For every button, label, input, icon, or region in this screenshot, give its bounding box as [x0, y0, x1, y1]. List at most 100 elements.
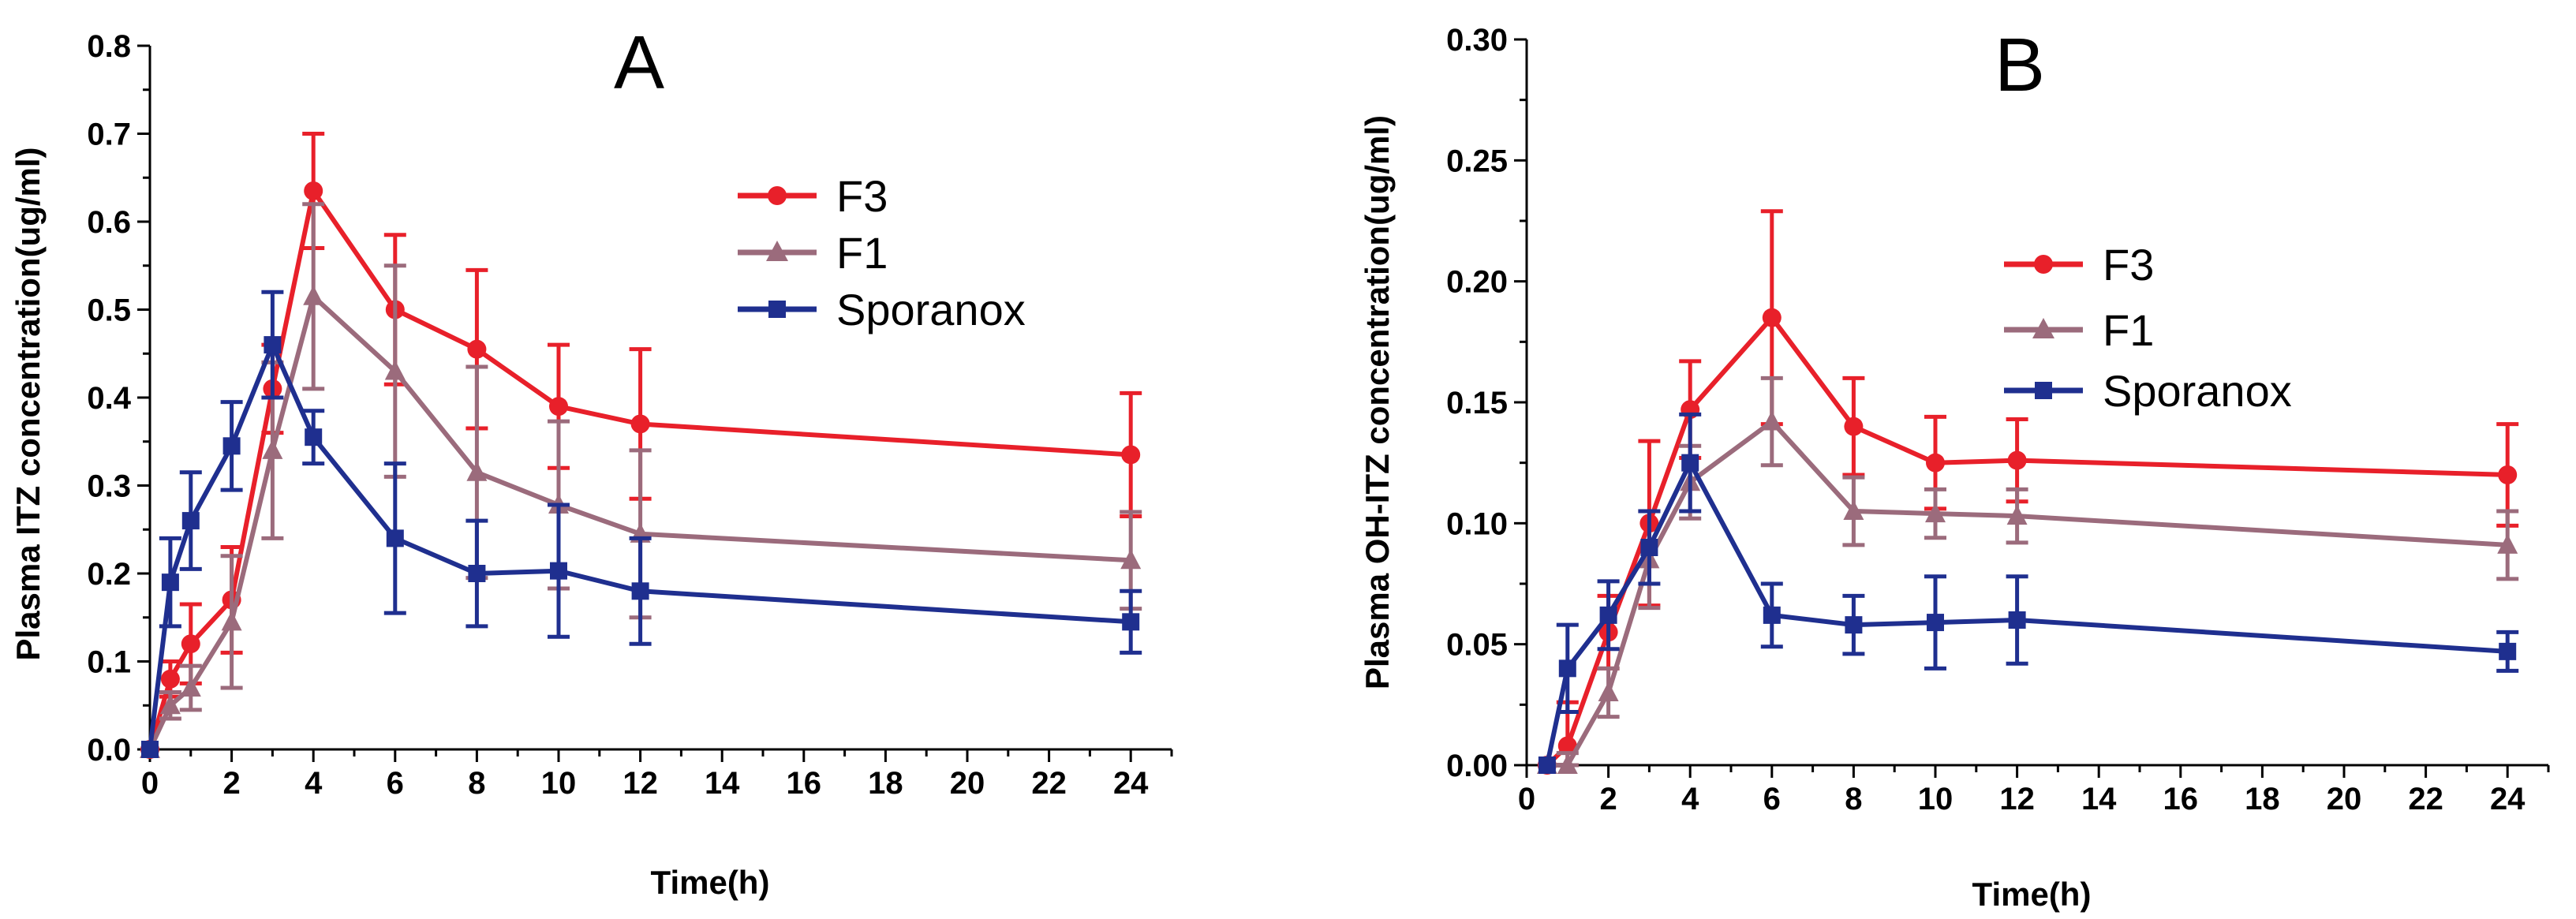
y-tick-label: 0.3: [87, 469, 131, 504]
y-tick-label: 0.20: [1446, 265, 1508, 300]
data-point: [467, 339, 487, 359]
x-tick-label: 16: [2163, 782, 2199, 816]
legend-marker: [2034, 255, 2053, 274]
data-point: [1640, 539, 1658, 556]
y-tick-label: 0.8: [87, 29, 131, 64]
x-tick-label: 18: [868, 766, 903, 801]
data-point: [1557, 754, 1578, 774]
x-tick-label: 10: [541, 766, 577, 801]
x-tick-label: 12: [1999, 782, 2035, 816]
data-point: [384, 360, 406, 380]
x-axis-label: Time(h): [1972, 876, 2092, 913]
data-point: [161, 573, 179, 592]
data-point: [1121, 445, 1141, 465]
legend-item-f3: F3: [738, 171, 888, 221]
data-point: [1926, 453, 1945, 473]
data-point: [549, 397, 568, 417]
x-tick-label: 0: [1518, 782, 1535, 816]
data-point: [550, 562, 567, 580]
x-tick-label: 22: [2408, 782, 2443, 816]
series-sporanox: [1538, 412, 2519, 774]
data-point: [181, 634, 200, 654]
y-tick-label: 0.05: [1446, 628, 1508, 663]
y-tick-label: 0.4: [87, 381, 131, 416]
legend-marker: [2032, 318, 2054, 338]
data-point: [468, 565, 486, 582]
x-tick-label: 8: [468, 766, 485, 801]
data-point: [2008, 611, 2026, 629]
x-tick-label: 4: [1681, 782, 1699, 816]
y-tick-label: 0.00: [1446, 749, 1508, 783]
data-point: [1557, 736, 1577, 756]
data-point: [1120, 549, 1142, 570]
legend-label-sporanox: Sporanox: [2103, 366, 2292, 416]
data-point: [305, 428, 323, 446]
x-tick-label: 8: [1845, 782, 1862, 816]
data-point: [264, 336, 282, 354]
data-point: [1845, 616, 1863, 634]
legend-item-f1: F1: [738, 228, 888, 278]
y-tick-label: 0.10: [1446, 506, 1508, 541]
legend-item-f1: F1: [2004, 305, 2154, 355]
data-point: [1763, 606, 1781, 624]
x-tick-label: 18: [2245, 782, 2280, 816]
series-sporanox: [141, 290, 1142, 758]
legend: F3 F1 Sporanox: [738, 171, 1026, 334]
panel-label: A: [614, 21, 664, 105]
data-point: [1122, 613, 1140, 631]
data-point: [1538, 756, 1556, 774]
data-point: [1844, 417, 1864, 436]
x-tick-label: 10: [1918, 782, 1953, 816]
chart-panel-b: B Plasma OH-ITZ concentration(ug/ml) Tim…: [1359, 23, 2550, 913]
data-point: [630, 414, 650, 434]
series-line: [1546, 419, 2508, 768]
chart-panel-a: A Plasma ITZ concentration(ug/ml) Time(h…: [9, 21, 1173, 901]
legend-label-sporanox: Sporanox: [836, 285, 1026, 334]
x-tick-label: 6: [387, 766, 404, 801]
y-axis-label: Plasma OH-ITZ concentration(ug/ml): [1359, 115, 1396, 689]
data-point: [1925, 502, 1946, 523]
legend: F3 F1 Sporanox: [2004, 240, 2292, 416]
data-point: [2499, 642, 2517, 660]
y-tick-label: 0.30: [1446, 23, 1508, 58]
x-tick-label: 4: [305, 766, 323, 801]
legend-label-f1: F1: [836, 228, 888, 278]
legend-label-f1: F1: [2103, 305, 2154, 355]
x-tick-label: 0: [141, 766, 159, 801]
data-point: [304, 181, 323, 200]
y-tick-label: 0.1: [87, 645, 131, 680]
x-tick-label: 24: [1113, 766, 1149, 801]
data-point: [1558, 659, 1576, 678]
x-tick-label: 20: [2327, 782, 2362, 816]
y-tick-label: 0.2: [87, 557, 131, 592]
y-tick-label: 0.15: [1446, 386, 1508, 420]
data-point: [2497, 533, 2518, 554]
data-point: [181, 512, 200, 530]
data-point: [262, 439, 283, 459]
y-tick-label: 0.0: [87, 733, 131, 768]
data-point: [2006, 505, 2028, 525]
legend-item-sporanox: Sporanox: [738, 285, 1026, 334]
data-point: [1762, 308, 1782, 327]
legend-marker: [768, 186, 787, 205]
x-tick-label: 16: [787, 766, 822, 801]
legend-marker: [768, 301, 786, 318]
data-point: [221, 611, 242, 631]
data-point: [160, 669, 180, 689]
legend-item-sporanox: Sporanox: [2004, 366, 2292, 416]
x-tick-label: 2: [222, 766, 240, 801]
y-tick-label: 0.7: [87, 118, 131, 152]
data-point: [2007, 450, 2027, 470]
y-tick-label: 0.5: [87, 293, 131, 328]
data-point: [386, 529, 404, 547]
x-axis-label: Time(h): [651, 864, 770, 901]
x-tick-label: 22: [1031, 766, 1067, 801]
data-point: [141, 741, 159, 758]
legend-label-f3: F3: [2103, 240, 2154, 290]
data-point: [631, 582, 649, 600]
y-tick-label: 0.25: [1446, 144, 1508, 178]
x-tick-label: 20: [950, 766, 985, 801]
data-point: [1598, 682, 1619, 701]
x-tick-label: 14: [2081, 782, 2117, 816]
